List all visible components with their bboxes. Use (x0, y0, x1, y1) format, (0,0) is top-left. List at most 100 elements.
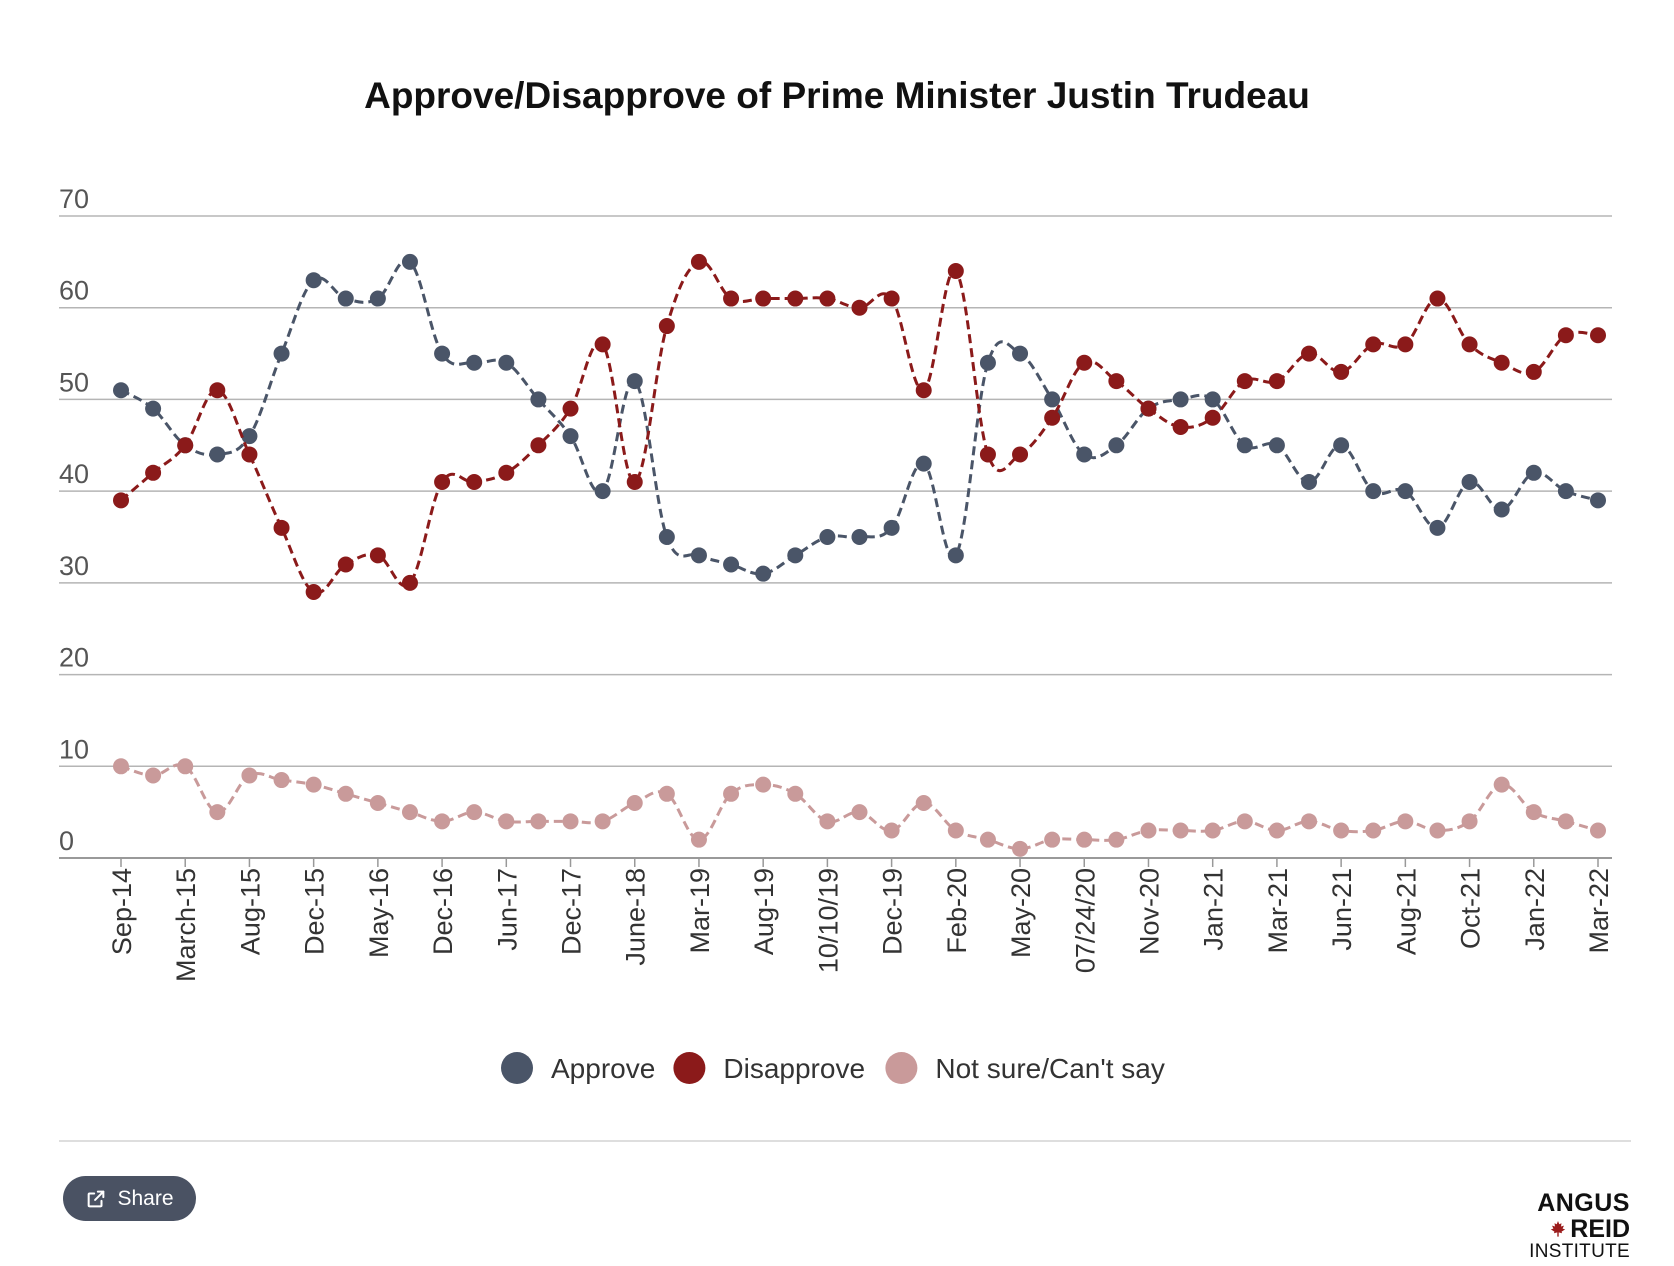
data-point[interactable] (1236, 437, 1253, 454)
data-point[interactable] (626, 794, 643, 811)
data-point[interactable] (209, 804, 226, 821)
data-point[interactable] (466, 354, 483, 371)
data-point[interactable] (819, 813, 836, 830)
data-point[interactable] (1525, 804, 1542, 821)
data-point[interactable] (273, 772, 290, 789)
data-point[interactable] (1076, 831, 1093, 848)
data-point[interactable] (1301, 473, 1318, 490)
data-point[interactable] (1557, 483, 1574, 500)
data-point[interactable] (1012, 840, 1029, 857)
data-point[interactable] (113, 382, 129, 399)
data-point[interactable] (1461, 813, 1478, 830)
data-point[interactable] (1590, 327, 1606, 344)
data-point[interactable] (1236, 373, 1253, 390)
data-point[interactable] (626, 473, 643, 490)
data-point[interactable] (1429, 519, 1446, 536)
data-point[interactable] (1076, 446, 1093, 463)
data-point[interactable] (241, 767, 258, 784)
data-point[interactable] (401, 574, 418, 591)
data-point[interactable] (562, 428, 579, 445)
data-point[interactable] (113, 758, 129, 775)
data-point[interactable] (1333, 822, 1350, 839)
data-point[interactable] (1108, 831, 1125, 848)
data-point[interactable] (305, 776, 322, 793)
data-point[interactable] (1493, 354, 1510, 371)
data-point[interactable] (979, 354, 996, 371)
data-point[interactable] (1333, 363, 1350, 380)
data-point[interactable] (947, 822, 964, 839)
data-point[interactable] (1172, 391, 1189, 408)
data-point[interactable] (947, 263, 964, 280)
data-point[interactable] (594, 813, 611, 830)
data-point[interactable] (1525, 464, 1542, 481)
data-point[interactable] (1333, 437, 1350, 454)
data-point[interactable] (401, 804, 418, 821)
data-point[interactable] (594, 483, 611, 500)
data-point[interactable] (1108, 373, 1125, 390)
data-point[interactable] (369, 290, 386, 307)
data-point[interactable] (1044, 391, 1061, 408)
data-point[interactable] (947, 547, 964, 564)
data-point[interactable] (1397, 483, 1414, 500)
data-point[interactable] (209, 382, 226, 399)
legend-item[interactable]: Not sure/Can't say (885, 1052, 1165, 1084)
data-point[interactable] (915, 382, 932, 399)
data-point[interactable] (915, 455, 932, 472)
data-point[interactable] (883, 519, 900, 536)
data-point[interactable] (1268, 437, 1285, 454)
data-point[interactable] (1140, 400, 1157, 417)
data-point[interactable] (241, 428, 258, 445)
data-point[interactable] (434, 473, 451, 490)
data-point[interactable] (145, 767, 162, 784)
data-point[interactable] (658, 529, 675, 545)
data-point[interactable] (755, 290, 772, 307)
data-point[interactable] (1461, 336, 1478, 353)
data-point[interactable] (145, 400, 162, 417)
data-point[interactable] (498, 464, 515, 481)
data-point[interactable] (177, 437, 194, 454)
data-point[interactable] (1012, 446, 1029, 463)
data-point[interactable] (851, 804, 868, 821)
data-point[interactable] (434, 813, 451, 830)
data-point[interactable] (1140, 822, 1157, 839)
data-point[interactable] (113, 492, 129, 509)
data-point[interactable] (819, 290, 836, 307)
data-point[interactable] (273, 345, 290, 362)
data-point[interactable] (1268, 373, 1285, 390)
data-point[interactable] (1301, 345, 1318, 362)
data-point[interactable] (241, 446, 258, 463)
data-point[interactable] (1108, 437, 1125, 454)
data-point[interactable] (1590, 492, 1606, 509)
data-point[interactable] (1461, 473, 1478, 490)
data-point[interactable] (1525, 363, 1542, 380)
data-point[interactable] (1301, 813, 1318, 830)
data-point[interactable] (723, 290, 740, 307)
data-point[interactable] (819, 529, 836, 545)
data-point[interactable] (1365, 822, 1382, 839)
data-point[interactable] (723, 785, 740, 802)
data-point[interactable] (145, 464, 162, 481)
data-point[interactable] (594, 336, 611, 353)
data-point[interactable] (498, 354, 515, 371)
data-point[interactable] (851, 299, 868, 316)
data-point[interactable] (1044, 831, 1061, 848)
data-point[interactable] (337, 290, 354, 307)
data-point[interactable] (1429, 822, 1446, 839)
data-point[interactable] (1429, 290, 1446, 307)
data-point[interactable] (1012, 345, 1029, 362)
data-point[interactable] (498, 813, 515, 830)
data-point[interactable] (787, 290, 804, 307)
data-point[interactable] (883, 290, 900, 307)
data-point[interactable] (787, 785, 804, 802)
data-point[interactable] (562, 813, 579, 830)
data-point[interactable] (466, 804, 483, 821)
data-point[interactable] (1236, 813, 1253, 830)
data-point[interactable] (1397, 813, 1414, 830)
data-point[interactable] (1397, 336, 1414, 353)
data-point[interactable] (1172, 418, 1189, 435)
data-point[interactable] (369, 794, 386, 811)
data-point[interactable] (1557, 327, 1574, 344)
data-point[interactable] (979, 831, 996, 848)
data-point[interactable] (530, 813, 547, 830)
data-point[interactable] (626, 373, 643, 390)
